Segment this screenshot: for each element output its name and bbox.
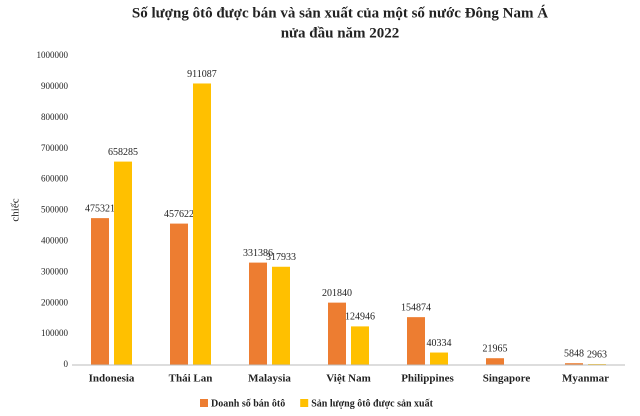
y-tick-label: 800000 [41, 112, 69, 122]
y-tick-label: 700000 [41, 143, 69, 153]
x-tick-label: Thái Lan [169, 373, 213, 385]
x-tick-label: Singapore [483, 373, 531, 385]
value-label: 658285 [108, 147, 138, 158]
value-label: 457622 [164, 209, 194, 220]
x-tick-label: Malaysia [248, 373, 291, 385]
x-tick-label: Myanmar [562, 373, 609, 385]
bar [328, 302, 346, 365]
value-label: 5848 [564, 348, 584, 359]
bar [430, 352, 448, 365]
bar [351, 326, 369, 365]
chart-title: Số lượng ôtô được bán và sản xuất của mộ… [132, 4, 548, 21]
y-axis-label: chiếc [10, 198, 22, 221]
value-label: 124946 [345, 312, 375, 323]
value-label: 201840 [322, 288, 352, 299]
bar [170, 223, 188, 365]
bar [272, 266, 290, 365]
y-tick-label: 900000 [41, 81, 69, 91]
bar [91, 218, 109, 365]
legend-label: Doanh số bán ôtô [211, 398, 285, 409]
y-tick-label: 100000 [41, 328, 69, 338]
legend-swatch [200, 399, 208, 407]
bar [565, 363, 583, 365]
y-tick-label: 600000 [41, 174, 69, 184]
value-label: 2963 [587, 349, 607, 360]
y-tick-label: 400000 [41, 235, 69, 245]
bar [114, 161, 132, 365]
value-label: 331386 [243, 248, 273, 259]
x-tick-label: Philippines [401, 373, 454, 385]
y-tick-label: 1000000 [37, 50, 69, 60]
value-label: 40334 [427, 338, 452, 349]
value-label: 317933 [266, 252, 296, 263]
bar [486, 358, 504, 365]
y-tick-label: 300000 [41, 266, 69, 276]
bar [249, 262, 267, 365]
y-tick-label: 200000 [41, 297, 69, 307]
x-tick-label: Indonesia [89, 373, 135, 385]
legend-label: Sản lượng ôtô được sản xuất [311, 398, 433, 409]
value-label: 21965 [483, 344, 508, 355]
value-label: 475321 [85, 203, 115, 214]
value-label: 154874 [401, 302, 431, 313]
bar [193, 83, 211, 365]
y-tick-label: 500000 [41, 205, 69, 215]
chart-subtitle: nửa đầu năm 2022 [281, 25, 400, 41]
legend-swatch [300, 399, 309, 407]
value-label: 911087 [187, 69, 217, 80]
x-tick-label: Việt Nam [326, 373, 371, 385]
bar [407, 317, 425, 365]
y-tick-label: 0 [64, 359, 69, 369]
